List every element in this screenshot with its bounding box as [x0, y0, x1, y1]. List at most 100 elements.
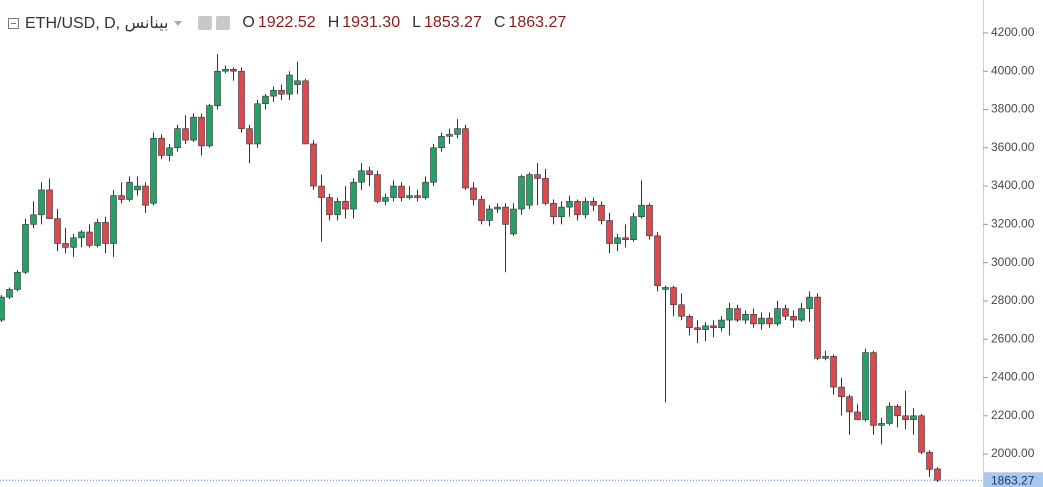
candle-body: [870, 352, 877, 426]
settings-icon[interactable]: [216, 16, 231, 30]
candle-body: [590, 201, 597, 206]
candle-body: [142, 185, 149, 206]
y-tick-label: 3800.00: [991, 102, 1035, 116]
candle-body: [814, 296, 821, 359]
candle-body: [638, 204, 645, 217]
ohlc-value: 1863.27: [508, 14, 567, 31]
candle-body: [550, 202, 557, 217]
candle-body: [326, 197, 333, 216]
ohlc-key: H: [327, 14, 340, 31]
candle-body: [670, 287, 677, 306]
candle-body: [766, 317, 773, 325]
candle-body: [174, 128, 181, 149]
candle-body: [926, 451, 933, 470]
candle-body: [398, 185, 405, 198]
candle-body: [246, 128, 253, 145]
candle-body: [486, 208, 493, 221]
candle-body: [414, 195, 421, 198]
candle-body: [158, 137, 165, 156]
candle-body: [454, 128, 461, 135]
candle-body: [0, 296, 5, 321]
candle-body: [206, 105, 213, 147]
y-tick-label: 2400.00: [991, 370, 1035, 384]
candle-body: [6, 289, 13, 298]
candle-body: [622, 237, 629, 240]
candle-body: [286, 74, 293, 95]
candle-body: [566, 201, 573, 208]
candle-body: [526, 174, 533, 206]
candle-body: [390, 185, 397, 198]
candle-body: [654, 235, 661, 286]
candle-body: [494, 206, 501, 210]
y-tick-label: 3400.00: [991, 178, 1035, 192]
ohlc-values: O 1922.52 H 1931.30 L 1853.27 C 1863.27: [230, 14, 566, 32]
candle-body: [806, 296, 813, 309]
candle-body: [598, 204, 605, 221]
candle-body: [542, 178, 549, 204]
candle-body: [862, 352, 869, 420]
ohlc-value: 1931.30: [342, 14, 401, 31]
candle-body: [262, 95, 269, 105]
ohlc-value: 1922.52: [257, 14, 316, 31]
candle-body: [342, 201, 349, 210]
y-tick-label: 2000.00: [991, 446, 1035, 460]
candle-body: [438, 135, 445, 149]
candle-body: [686, 315, 693, 329]
candle-body: [270, 90, 277, 97]
candle-body: [894, 405, 901, 417]
y-tick-label: 3200.00: [991, 217, 1035, 231]
candle-body: [86, 231, 93, 246]
candle-body: [718, 319, 725, 329]
candle-body: [518, 176, 525, 210]
candle-body: [750, 314, 757, 325]
candle-body: [758, 317, 765, 325]
ohlc-key: L: [412, 14, 422, 31]
candle-body: [118, 195, 125, 200]
candle-body: [422, 181, 429, 198]
candle-body: [102, 222, 109, 244]
candle-body: [278, 90, 285, 95]
candle-body: [798, 308, 805, 321]
ohlc-value: 1853.27: [424, 14, 482, 31]
collapse-toggle[interactable]: [8, 17, 19, 29]
candle-body: [446, 134, 453, 137]
candle-body: [774, 308, 781, 325]
candle-body: [238, 70, 245, 129]
candle-body: [534, 174, 541, 179]
y-tick-label: 3000.00: [991, 255, 1035, 269]
candle-body: [374, 174, 381, 202]
last-price-box: [984, 472, 1043, 487]
candle-body: [94, 222, 101, 246]
y-tick-label: 4200.00: [991, 25, 1035, 39]
candle-body: [150, 137, 157, 204]
candle-body: [126, 181, 133, 200]
candle-body: [822, 356, 829, 359]
candle-body: [662, 287, 669, 290]
candle-body: [198, 116, 205, 147]
y-tick-label: 2200.00: [991, 408, 1035, 422]
candle-body: [38, 189, 45, 216]
candle-body: [710, 325, 717, 329]
candle-body: [110, 195, 117, 244]
last-price-label: 1863.27: [991, 473, 1035, 487]
visibility-icon[interactable]: [198, 16, 213, 30]
candle-body: [222, 68, 229, 72]
candle-body: [350, 181, 357, 210]
candle-body: [46, 189, 53, 219]
candle-body: [462, 128, 469, 189]
candle-body: [358, 170, 365, 183]
candle-body: [318, 185, 325, 198]
symbol-menu[interactable]: [174, 20, 183, 26]
candle-body: [934, 468, 941, 481]
y-tick-label: 4000.00: [991, 63, 1035, 77]
candle-body: [54, 218, 61, 244]
candle-body: [582, 201, 589, 216]
symbol-label[interactable]: ETH/USD, D, بينانس: [25, 15, 169, 32]
candle-body: [782, 308, 789, 317]
candle-body: [742, 314, 749, 321]
candle-body: [790, 315, 797, 321]
candle-body: [910, 415, 917, 420]
candle-body: [630, 216, 637, 240]
candle-body: [406, 195, 413, 198]
